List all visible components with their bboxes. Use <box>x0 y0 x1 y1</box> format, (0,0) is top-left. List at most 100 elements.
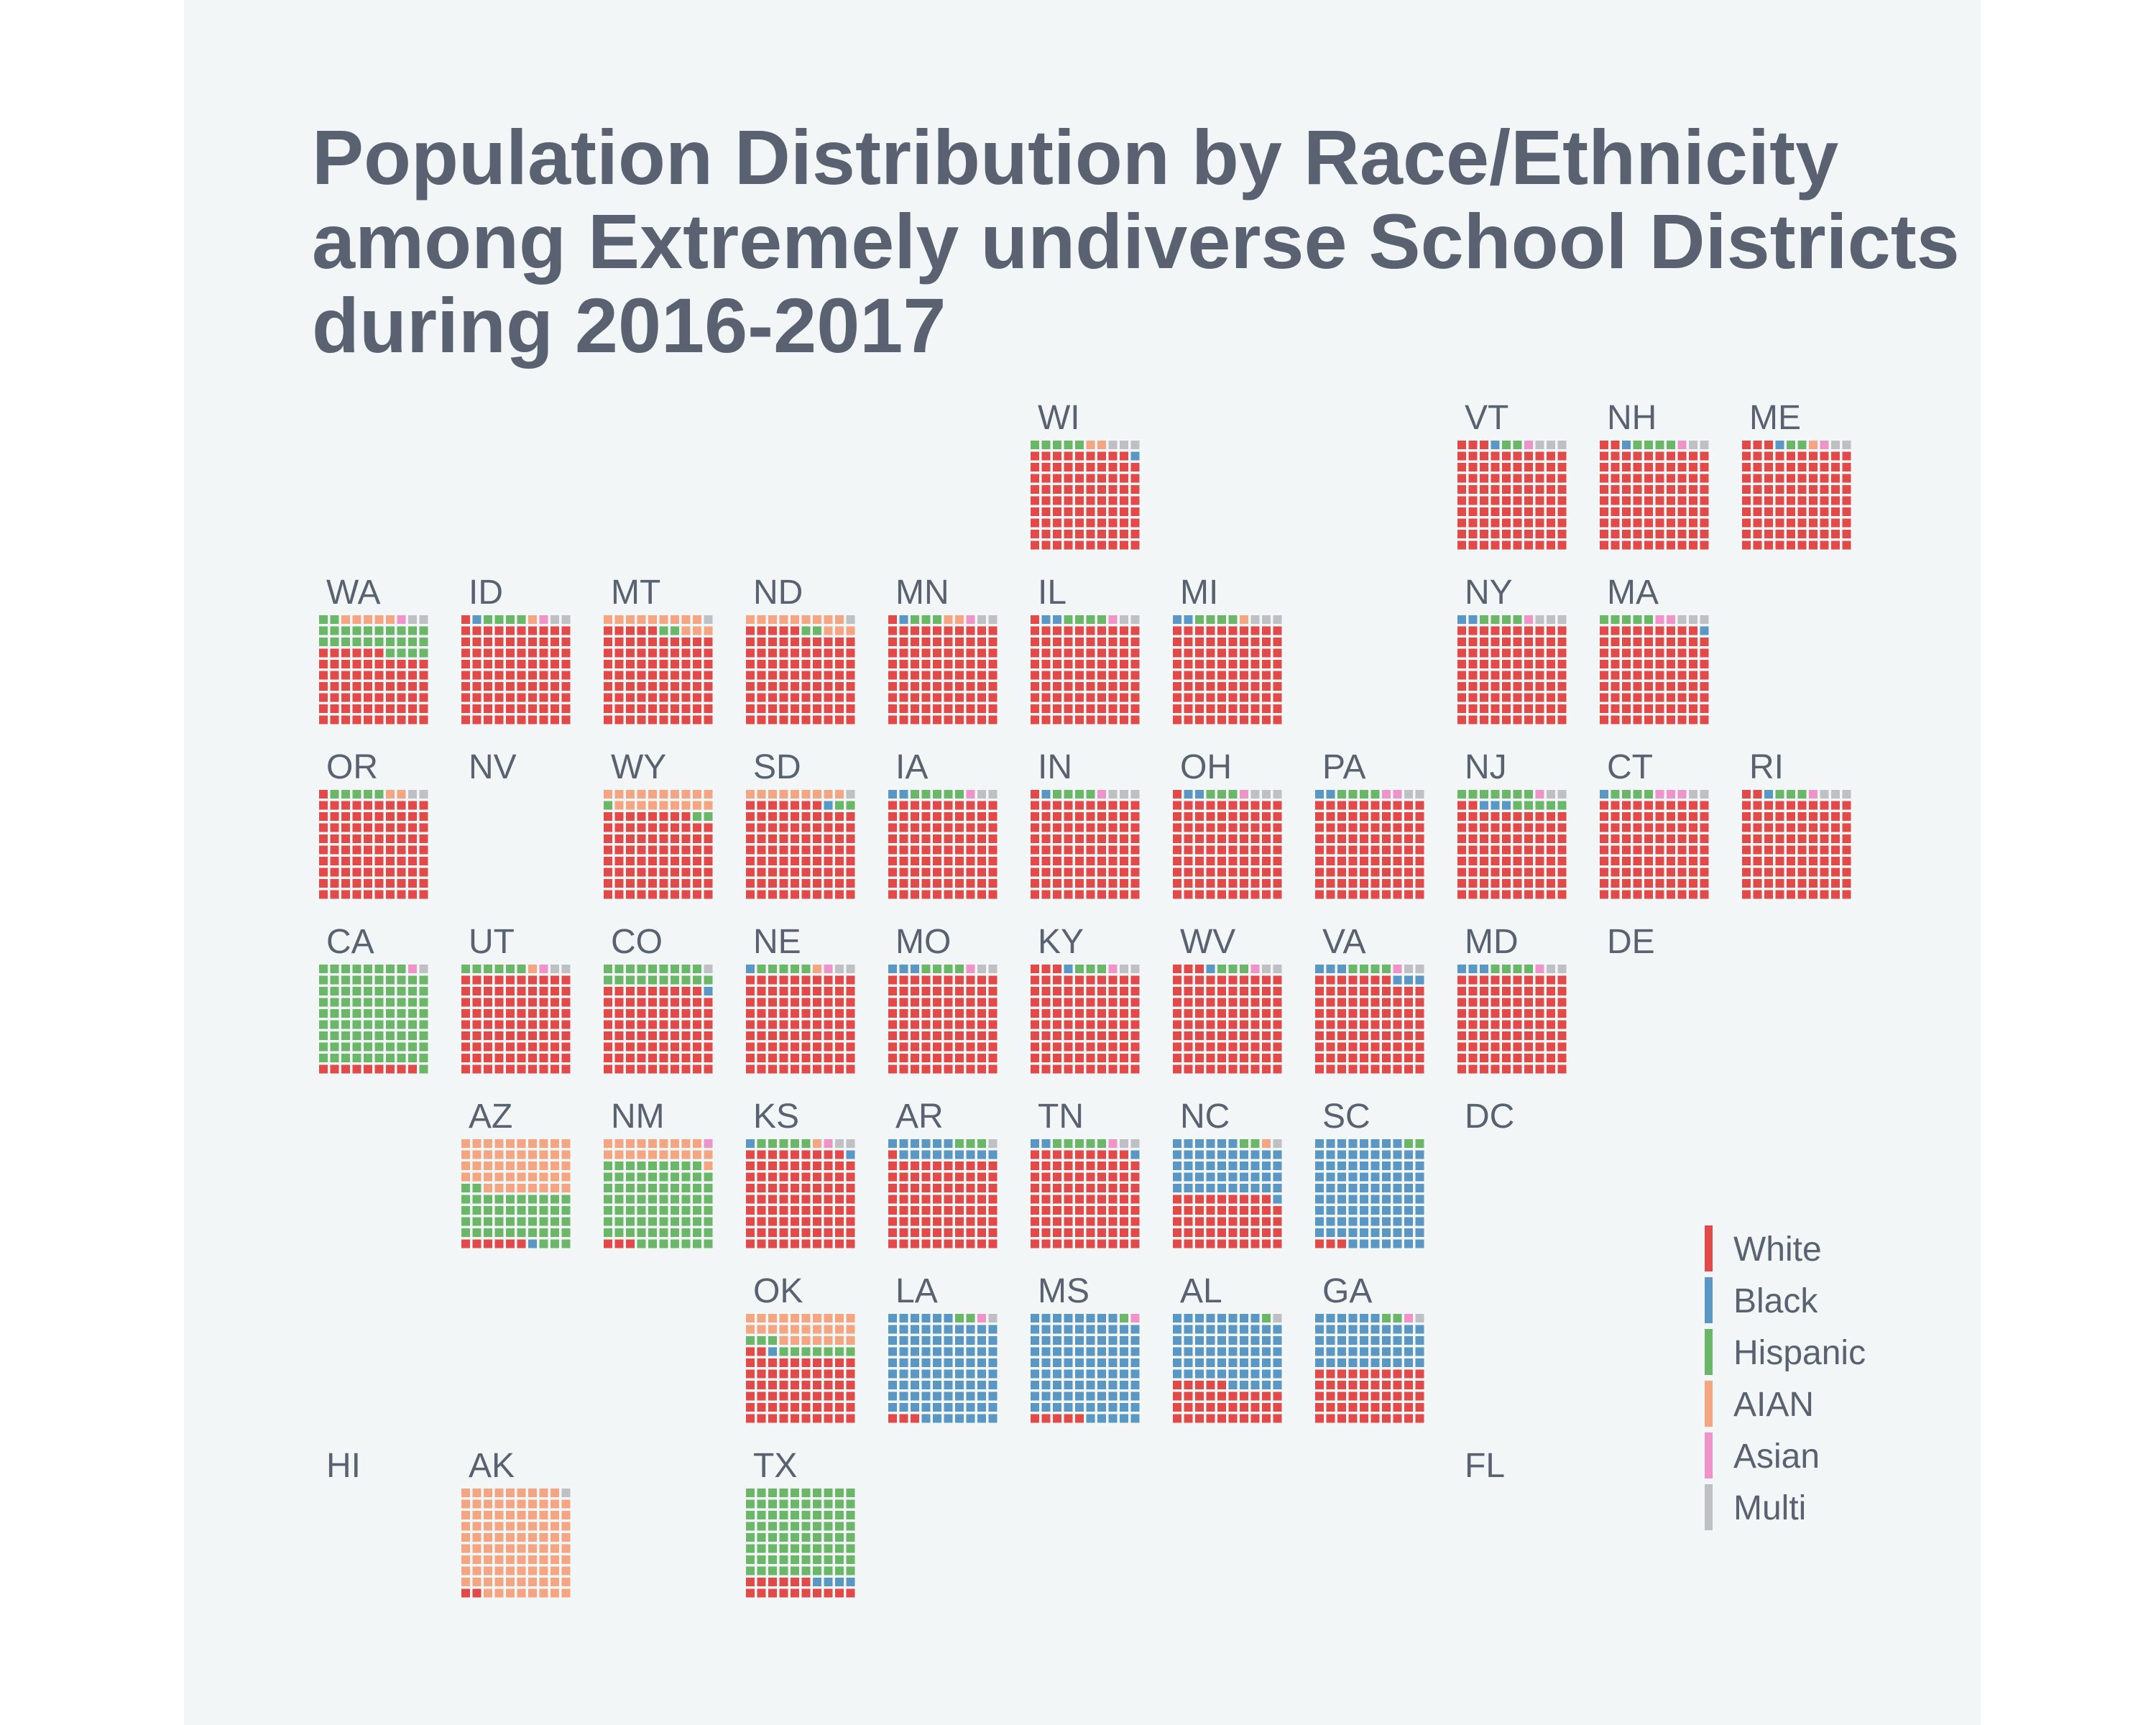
waffle-cell-white <box>561 1054 571 1062</box>
waffle-cell-white <box>1031 1206 1039 1215</box>
waffle-cell-white <box>801 1042 811 1052</box>
waffle-cell-black <box>1348 1228 1358 1237</box>
waffle-cell-white <box>1108 638 1118 646</box>
waffle-cell-black <box>1086 1358 1095 1367</box>
waffle-cell-white <box>801 1578 811 1586</box>
waffle-cell-white <box>461 1239 470 1248</box>
waffle-cell-white <box>933 671 941 680</box>
waffle-cell-white <box>461 704 470 713</box>
waffle-cell-hispanic <box>791 1489 799 1497</box>
waffle-cell-white <box>1120 879 1128 888</box>
waffle-cell-white <box>1797 518 1807 528</box>
waffle-cell-white <box>1053 975 1061 985</box>
waffle-cell-white <box>1075 1064 1084 1074</box>
waffle-cell-hispanic <box>539 1217 548 1226</box>
waffle-cell-white <box>911 879 919 888</box>
waffle-cell-white <box>966 1042 975 1052</box>
waffle-cell-white <box>955 1031 964 1040</box>
waffle-cell-white <box>1753 879 1762 888</box>
waffle-cell-aian <box>768 1314 777 1322</box>
waffle-cell-white <box>1547 823 1555 832</box>
waffle-cell-white <box>408 693 417 702</box>
waffle-cell-hispanic <box>352 790 361 799</box>
waffle-cell-white <box>352 704 361 713</box>
waffle-cell-black <box>1184 1347 1193 1356</box>
waffle-cell-white <box>1217 1020 1226 1029</box>
state-ct: CT <box>1600 748 1709 899</box>
waffle-cell-hispanic <box>659 1206 668 1215</box>
waffle-cell-white <box>1600 530 1608 538</box>
waffle-cell-white <box>1273 1031 1282 1040</box>
waffle-cell-white <box>1315 812 1324 821</box>
waffle-cell-hispanic <box>768 1489 777 1497</box>
waffle-cell-hispanic <box>757 1489 766 1497</box>
waffle-cell-black <box>1240 1336 1248 1345</box>
waffle-cell-hispanic <box>637 1195 646 1204</box>
waffle-cell-white <box>539 987 548 995</box>
waffle-cell-aian <box>494 1499 504 1509</box>
waffle-cell-white <box>1173 965 1181 973</box>
waffle-cell-white <box>1787 834 1795 843</box>
waffle-cell-hispanic <box>768 1522 777 1531</box>
waffle-cell-white <box>1787 507 1795 516</box>
waffle-cell-white <box>813 1162 821 1170</box>
waffle-cell-multi <box>1120 615 1128 624</box>
waffle-cell-white <box>746 1031 755 1040</box>
waffle-cell-white <box>506 975 515 985</box>
waffle-cell-white <box>1457 812 1466 821</box>
waffle-cell-black <box>1457 965 1466 973</box>
waffle-cell-black <box>944 1414 953 1423</box>
waffle-cell-white <box>1337 845 1346 855</box>
waffle-cell-white <box>1120 1195 1128 1204</box>
waffle-cell-white <box>1173 1054 1181 1062</box>
waffle-cell-white <box>846 1369 855 1379</box>
waffle-cell-aian <box>768 790 777 799</box>
waffle-cell-white <box>1075 1009 1084 1018</box>
waffle-cell-white <box>1108 485 1118 494</box>
waffle-cell-white <box>1820 834 1829 843</box>
waffle-cell-white <box>550 1020 559 1029</box>
waffle-cell-white <box>1820 879 1829 888</box>
waffle-cell-white <box>921 1042 931 1052</box>
waffle-cell-multi <box>835 1139 844 1148</box>
waffle-cell-white <box>637 879 646 888</box>
waffle-cell-white <box>1622 638 1631 646</box>
waffle-cell-hispanic <box>1031 441 1039 449</box>
waffle-cell-white <box>494 1239 504 1248</box>
waffle-cell-white <box>977 823 986 832</box>
legend-label-multi: Multi <box>1733 1489 1806 1527</box>
waffle-cell-white <box>671 648 679 658</box>
waffle-cell-white <box>1041 1054 1051 1062</box>
waffle-cell-black <box>1337 1325 1346 1334</box>
waffle-cell-white <box>1173 801 1181 810</box>
waffle-cell-white <box>648 660 657 668</box>
waffle-cell-black <box>704 987 713 995</box>
waffle-cell-white <box>1753 890 1762 899</box>
waffle-cell-hispanic <box>408 638 417 646</box>
waffle-cell-hispanic <box>659 1162 668 1170</box>
waffle-cell-white <box>704 660 713 668</box>
waffle-cell-hispanic <box>1775 790 1784 799</box>
waffle-cell-white <box>1173 1064 1181 1074</box>
state-label-nc: NC <box>1180 1098 1230 1136</box>
waffle-cell-white <box>1240 998 1248 1007</box>
waffle-cell-white <box>955 1054 964 1062</box>
waffle-cell-multi <box>1415 965 1424 973</box>
waffle-cell-white <box>1468 845 1478 855</box>
waffle-cell-white <box>330 715 339 724</box>
waffle-cell-white <box>988 801 998 810</box>
waffle-cell-hispanic <box>408 1009 417 1018</box>
waffle-cell-white <box>791 1206 799 1215</box>
waffle-cell-white <box>1053 507 1061 516</box>
waffle-cell-white <box>1457 463 1466 472</box>
waffle-cell-hispanic <box>648 1172 657 1182</box>
waffle-cell-white <box>1689 857 1697 865</box>
waffle-cell-black <box>1360 1358 1368 1367</box>
waffle-cell-white <box>846 1184 855 1192</box>
waffle-cell-black <box>1206 1336 1215 1345</box>
waffle-cell-white <box>528 1031 537 1040</box>
waffle-cell-white <box>637 1042 646 1052</box>
waffle-cell-white <box>364 868 372 877</box>
waffle-cell-multi <box>1273 615 1282 624</box>
waffle-cell-white <box>757 1381 766 1389</box>
